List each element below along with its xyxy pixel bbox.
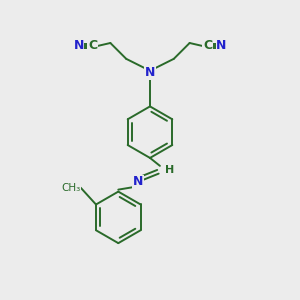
Text: H: H (165, 165, 174, 175)
Text: CH₃: CH₃ (61, 183, 80, 193)
Text: N: N (133, 175, 143, 188)
Text: C: C (88, 40, 97, 52)
Text: N: N (216, 40, 226, 52)
Text: N: N (145, 66, 155, 79)
Text: C: C (203, 40, 212, 52)
Text: N: N (74, 40, 84, 52)
